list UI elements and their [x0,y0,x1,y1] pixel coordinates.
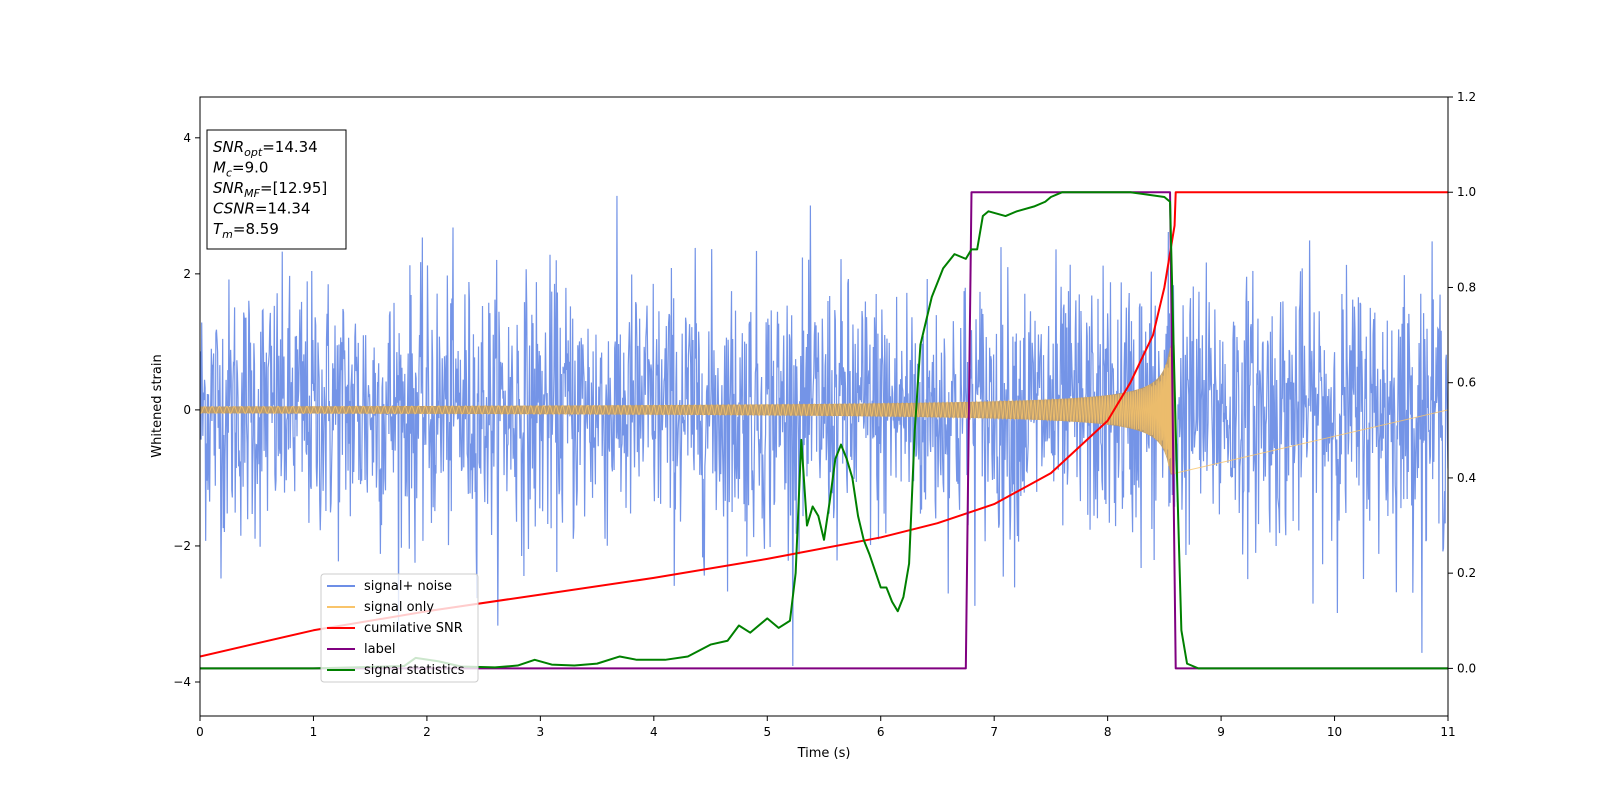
y-left-tick-label: 0 [183,403,191,417]
annotation-value: =8.59 [233,220,279,238]
y-right-tick-label: 0.2 [1457,566,1476,580]
x-tick-label: 11 [1440,725,1455,739]
series-signal-only [200,347,1448,475]
annotation-subscript: m [222,228,233,241]
y-right-tick-label: 1.0 [1457,185,1476,199]
y-left-tick-label: 2 [183,267,191,281]
series-signal-plus-noise [200,195,1448,667]
plot-area [200,191,1448,670]
x-tick-label: 8 [1104,725,1112,739]
annotation-frame [206,129,347,250]
y-left-tick-label: 4 [183,131,191,145]
x-tick-label: 4 [650,725,658,739]
x-tick-label: 0 [196,725,204,739]
y-left-tick-label: −4 [173,675,191,689]
axes: 0 1 2 3 4 5 6 7 8 9 10 11 −4 −2 0 2 4 0.0 0.2 0.4 0.6 0.8 1.0 1… [173,90,1476,739]
annotation-subscript: opt [244,146,263,159]
x-tick-label: 7 [990,725,998,739]
series-cumilative-snr [200,191,1448,658]
plot-frame [199,96,1449,717]
annotation-symbol: M [213,159,226,177]
y-right-tick-label: 0.8 [1457,280,1476,294]
annotation-line: SNRMF=[12.95] [213,179,327,200]
y-left-tick-label: −2 [173,539,191,553]
legend-label: signal only [364,600,434,615]
annotation-subscript: c [226,167,232,180]
annotation-value: =14.34 [262,138,318,156]
x-tick-label: 3 [537,725,545,739]
annotation-value: =14.34 [255,200,311,218]
annotation-symbol: CSNR [213,200,255,218]
legend: signal+ noise signal only cumilative SNR la… [320,573,479,683]
annotation-box: SNRopt=14.34Mc=9.0SNRMF=[12.95]CSNR=14.3… [206,129,347,250]
annotation-subscript: MF [244,187,260,200]
series-signal-statistics [200,191,1448,670]
y-axis-label: Whitened strain [150,354,165,457]
annotation-symbol: T [213,220,224,238]
legend-label: label [364,642,395,657]
x-tick-label: 1 [310,725,318,739]
x-tick-label: 5 [763,725,771,739]
legend-label: signal statistics [364,663,465,678]
legend-frame [320,573,479,683]
y-right-tick-label: 0.6 [1457,376,1476,390]
x-tick-label: 9 [1217,725,1225,739]
x-axis-label: Time (s) [797,746,851,761]
legend-label: signal+ noise [364,579,452,594]
x-tick-label: 2 [423,725,431,739]
legend-label: cumilative SNR [364,621,463,636]
annotation-symbol: SNR [213,179,244,197]
annotation-value: =9.0 [232,159,268,177]
annotation-value: =[12.95] [260,179,327,197]
x-tick-label: 10 [1327,725,1342,739]
annotation-line: SNRopt=14.34 [213,138,318,159]
annotation-symbol: SNR [213,138,244,156]
y-right-tick-label: 0.4 [1457,471,1476,485]
y-right-tick-label: 0.0 [1457,661,1476,675]
annotation-line: CSNR=14.34 [213,200,310,218]
annotation-line: Tm=8.59 [213,220,279,241]
annotation-line: Mc=9.0 [213,159,268,180]
y-right-tick-label: 1.2 [1457,90,1476,104]
x-tick-label: 6 [877,725,885,739]
